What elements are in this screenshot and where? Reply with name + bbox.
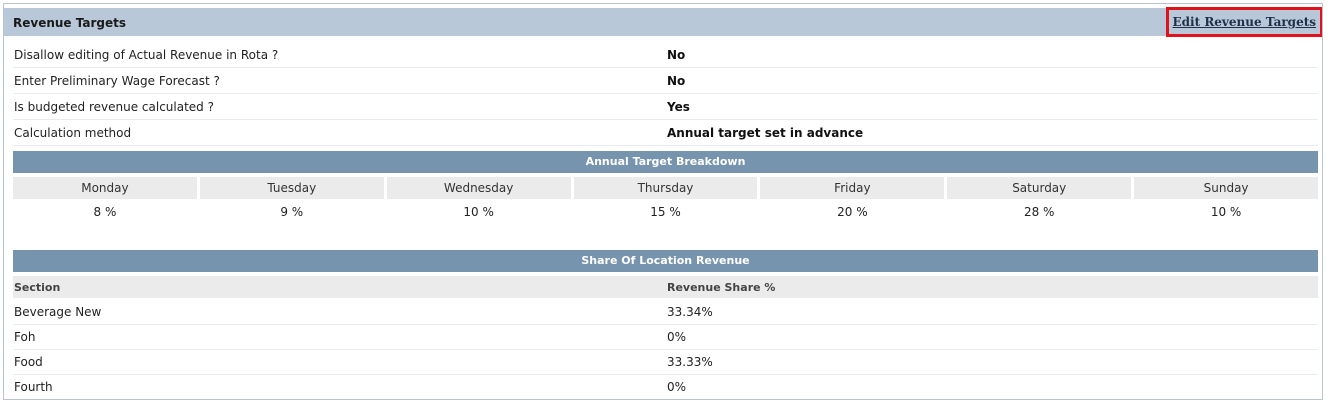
setting-value: Yes xyxy=(667,100,690,114)
day-value: 15 % xyxy=(650,205,681,219)
share-revenue-header: Share Of Location Revenue xyxy=(13,250,1318,272)
column-header-revenue-share: Revenue Share % xyxy=(667,281,776,294)
setting-label: Disallow editing of Actual Revenue in Ro… xyxy=(14,48,279,62)
section-name: Foh xyxy=(14,330,36,344)
table-row: Beverage New 33.34% xyxy=(13,300,1318,325)
revenue-share-value: 33.34% xyxy=(667,305,713,319)
share-table-body: Beverage New 33.34% Foh 0% Food 33.33% F… xyxy=(13,300,1318,399)
day-name: Friday xyxy=(760,177,945,199)
day-name: Wednesday xyxy=(386,177,571,199)
table-row: Fourth 0% xyxy=(13,375,1318,399)
setting-row-calculation-method: Calculation method Annual target set in … xyxy=(13,120,1318,146)
annual-breakdown-table: Monday 8 % Tuesday 9 % Wednesday 10 % Th… xyxy=(13,177,1319,225)
day-column-friday: Friday 20 % xyxy=(760,177,945,225)
day-column-tuesday: Tuesday 9 % xyxy=(199,177,384,225)
column-header-section: Section xyxy=(14,281,61,294)
section-name: Fourth xyxy=(14,380,53,394)
day-value: 28 % xyxy=(1023,205,1055,219)
setting-value: Annual target set in advance xyxy=(667,126,864,140)
setting-row-preliminary-wage: Enter Preliminary Wage Forecast ? No xyxy=(13,68,1318,94)
section-name: Food xyxy=(14,355,43,369)
day-value: 10 % xyxy=(1210,205,1242,219)
day-value: 10 % xyxy=(463,205,494,219)
day-column-wednesday: Wednesday 10 % xyxy=(386,177,571,225)
revenue-targets-panel: Revenue Targets Edit Revenue Targets Dis… xyxy=(3,3,1323,400)
day-column-sunday: Sunday 10 % xyxy=(1134,177,1319,225)
panel-title: Revenue Targets xyxy=(13,16,127,30)
setting-label: Enter Preliminary Wage Forecast ? xyxy=(14,74,220,88)
annual-breakdown-header: Annual Target Breakdown xyxy=(13,151,1318,173)
day-name: Thursday xyxy=(573,177,758,199)
section-name: Beverage New xyxy=(14,305,102,319)
revenue-share-value: 0% xyxy=(667,330,687,344)
setting-label: Is budgeted revenue calculated ? xyxy=(14,100,214,114)
settings-list: Disallow editing of Actual Revenue in Ro… xyxy=(13,42,1318,146)
setting-value: No xyxy=(667,48,686,62)
setting-label: Calculation method xyxy=(14,126,132,140)
day-name: Sunday xyxy=(1134,177,1319,199)
revenue-share-value: 0% xyxy=(667,380,687,394)
panel-header: Revenue Targets Edit Revenue Targets xyxy=(4,7,1322,37)
setting-row-disallow-editing: Disallow editing of Actual Revenue in Ro… xyxy=(13,42,1318,68)
revenue-share-value: 33.33% xyxy=(667,355,713,369)
setting-value: No xyxy=(667,74,686,88)
table-row: Foh 0% xyxy=(13,325,1318,350)
day-value: 8 % xyxy=(93,205,117,219)
day-value: 20 % xyxy=(837,205,868,219)
day-value: 9 % xyxy=(280,205,304,219)
day-name: Tuesday xyxy=(199,177,384,199)
share-table-header: Section Revenue Share % xyxy=(13,276,1318,298)
day-column-monday: Monday 8 % xyxy=(13,177,197,225)
day-column-thursday: Thursday 15 % xyxy=(573,177,758,225)
table-row: Food 33.33% xyxy=(13,350,1318,375)
day-name: Saturday xyxy=(947,177,1132,199)
day-column-saturday: Saturday 28 % xyxy=(947,177,1132,225)
edit-revenue-targets-link[interactable]: Edit Revenue Targets xyxy=(1165,7,1322,37)
setting-row-budgeted-revenue: Is budgeted revenue calculated ? Yes xyxy=(13,94,1318,120)
day-name: Monday xyxy=(13,177,197,199)
